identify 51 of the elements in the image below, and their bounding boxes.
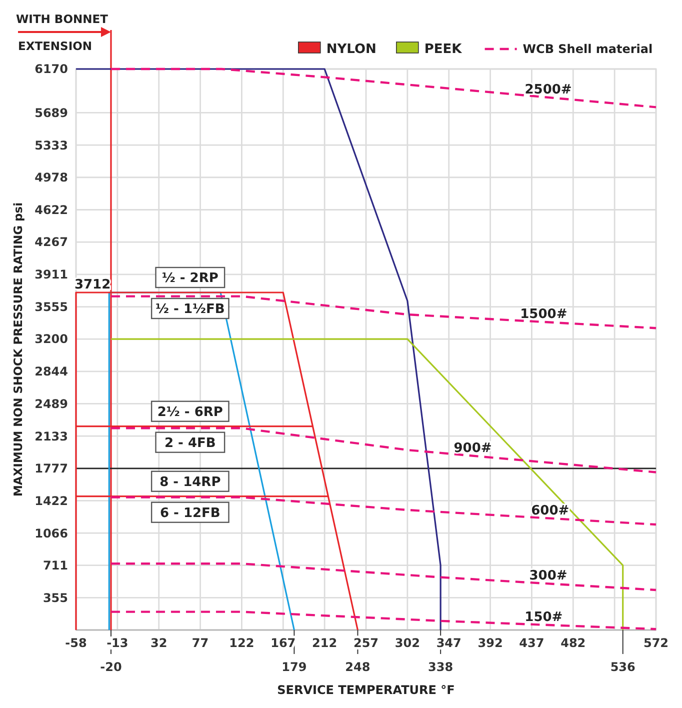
annotation: 2½ - 6RP: [157, 405, 223, 420]
annotation: 2500#: [524, 82, 572, 98]
x-tick-label: 572: [643, 636, 669, 650]
legend-label: NYLON: [326, 42, 376, 57]
y-tick-label: 1066: [34, 526, 68, 540]
x-tick-label: 212: [312, 636, 338, 650]
annotation: ½ - 2RP: [162, 271, 218, 286]
y-axis-title: MAXIMUM NON SHOCK PRESSURE RATING psi: [11, 202, 25, 497]
y-tick-label: 3555: [34, 300, 68, 314]
y-tick-label: 1777: [34, 462, 68, 476]
x-axis-title: SERVICE TEMPERATURE °F: [277, 683, 455, 697]
x-tick-label: 302: [394, 636, 420, 650]
annotation: 1500#: [520, 306, 568, 322]
annotation: 300#: [529, 568, 568, 584]
legend-label: WCB Shell material: [522, 42, 653, 56]
annotation: 8 - 14RP: [160, 475, 221, 490]
annotation: 150#: [524, 610, 563, 625]
annotation: 6 - 12FB: [160, 506, 220, 522]
annotation: 536: [610, 660, 636, 674]
y-tick-label: 355: [42, 590, 68, 605]
y-tick-label: 2133: [34, 429, 68, 444]
y-tick-label: 2489: [34, 396, 68, 411]
y-tick-label: 2844: [34, 364, 68, 379]
y-tick-label: 5333: [34, 138, 68, 152]
x-tick-label: 32: [150, 636, 168, 650]
annotation: 338: [428, 660, 454, 674]
annotation: 3712: [74, 277, 111, 292]
x-tick-label: 122: [229, 636, 254, 650]
annotation: -20: [100, 660, 122, 674]
y-tick-label: 4622: [34, 202, 68, 217]
annotation: 600#: [531, 503, 570, 518]
x-tick-label: -58: [65, 636, 87, 650]
annotation: 248: [345, 660, 370, 674]
x-tick-label: 437: [519, 636, 544, 650]
x-tick-label: 482: [560, 636, 586, 650]
ref-line-label: WITH BONNET EXTENSION: [16, 12, 108, 53]
legend-label: PEEK: [424, 42, 463, 57]
annotation: 179: [282, 660, 307, 674]
y-tick-label: 3911: [34, 268, 68, 282]
annotation: 2 - 4FB: [164, 436, 216, 452]
y-tick-label: 4267: [34, 235, 68, 250]
y-tick-label: 6170: [34, 62, 68, 76]
annotation: ½ - 1½FB: [156, 302, 225, 318]
y-tick-label: 4978: [34, 170, 68, 185]
x-tick-label: 392: [478, 636, 503, 650]
y-tick-label: 5689: [34, 106, 68, 120]
y-tick-label: 1422: [34, 494, 68, 508]
y-tick-label: 711: [42, 558, 68, 573]
y-tick-label: 3200: [34, 332, 68, 346]
x-tick-label: 77: [192, 636, 209, 650]
annotation: 900#: [454, 440, 492, 456]
